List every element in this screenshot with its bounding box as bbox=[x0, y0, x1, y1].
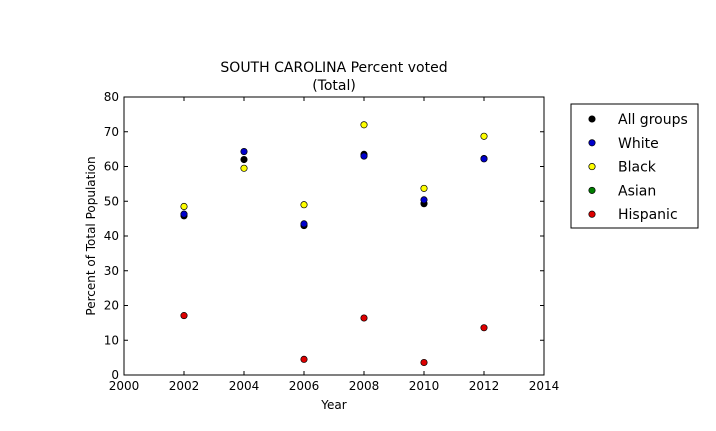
legend-marker-asian bbox=[588, 186, 596, 194]
point-hispanic bbox=[420, 358, 428, 367]
y-tick-label: 10 bbox=[104, 333, 119, 347]
y-tick-label: 20 bbox=[104, 299, 119, 313]
x-tick-label: 2010 bbox=[409, 379, 440, 393]
y-tick-label: 30 bbox=[104, 264, 119, 278]
y-tick-label: 60 bbox=[104, 160, 119, 174]
point-white bbox=[420, 196, 428, 204]
legend-marker-all-groups bbox=[588, 115, 596, 123]
point-white bbox=[180, 210, 188, 218]
x-tick-label: 2014 bbox=[529, 379, 560, 393]
plot-area bbox=[123, 96, 545, 376]
point-white bbox=[360, 152, 368, 160]
y-tick-label: 70 bbox=[104, 125, 119, 139]
point-hispanic bbox=[300, 355, 308, 363]
point-hispanic bbox=[180, 312, 188, 320]
point-black bbox=[420, 184, 428, 192]
x-tick-label: 2004 bbox=[229, 379, 260, 393]
point-black bbox=[180, 202, 188, 211]
legend-label-hispanic: Hispanic bbox=[618, 207, 678, 223]
chart-subtitle: (Total) bbox=[312, 78, 356, 94]
point-all-groups bbox=[240, 156, 248, 164]
y-axis-label: Percent of Total Population bbox=[84, 156, 98, 315]
point-white bbox=[300, 220, 308, 228]
point-hispanic bbox=[360, 314, 368, 322]
legend-label-black: Black bbox=[618, 160, 657, 176]
legend-label-white: White bbox=[618, 136, 659, 152]
legend-label-all-groups: All groups bbox=[618, 112, 688, 128]
x-axis-label: Year bbox=[320, 398, 346, 412]
point-black bbox=[360, 121, 368, 129]
axis-ticks: 2000 2002 2004 2006 2008 2010 2012 2014 0 10 20 30 4… bbox=[104, 90, 560, 393]
point-hispanic bbox=[480, 324, 488, 332]
legend-marker-hispanic bbox=[588, 210, 596, 218]
point-white bbox=[240, 148, 248, 156]
x-tick-label: 2012 bbox=[469, 379, 500, 393]
legend: All groups White Black Asian Hispanic bbox=[570, 103, 699, 229]
x-tick-label: 2000 bbox=[109, 379, 140, 393]
point-black bbox=[480, 132, 488, 140]
y-tick-label: 50 bbox=[104, 194, 119, 208]
point-black bbox=[300, 201, 308, 209]
x-tick-label: 2006 bbox=[289, 379, 320, 393]
data-points bbox=[180, 121, 488, 367]
point-black bbox=[240, 164, 248, 172]
x-tick-label: 2002 bbox=[169, 379, 200, 393]
y-tick-label: 0 bbox=[111, 368, 119, 382]
y-tick-label: 40 bbox=[104, 229, 119, 243]
legend-label-asian: Asian bbox=[618, 183, 656, 199]
point-white bbox=[480, 155, 488, 163]
legend-marker-black bbox=[588, 163, 596, 171]
x-tick-label: 2008 bbox=[349, 379, 380, 393]
y-tick-label: 80 bbox=[104, 90, 119, 104]
legend-marker-white bbox=[588, 139, 596, 147]
chart-title: SOUTH CAROLINA Percent voted bbox=[220, 60, 447, 76]
